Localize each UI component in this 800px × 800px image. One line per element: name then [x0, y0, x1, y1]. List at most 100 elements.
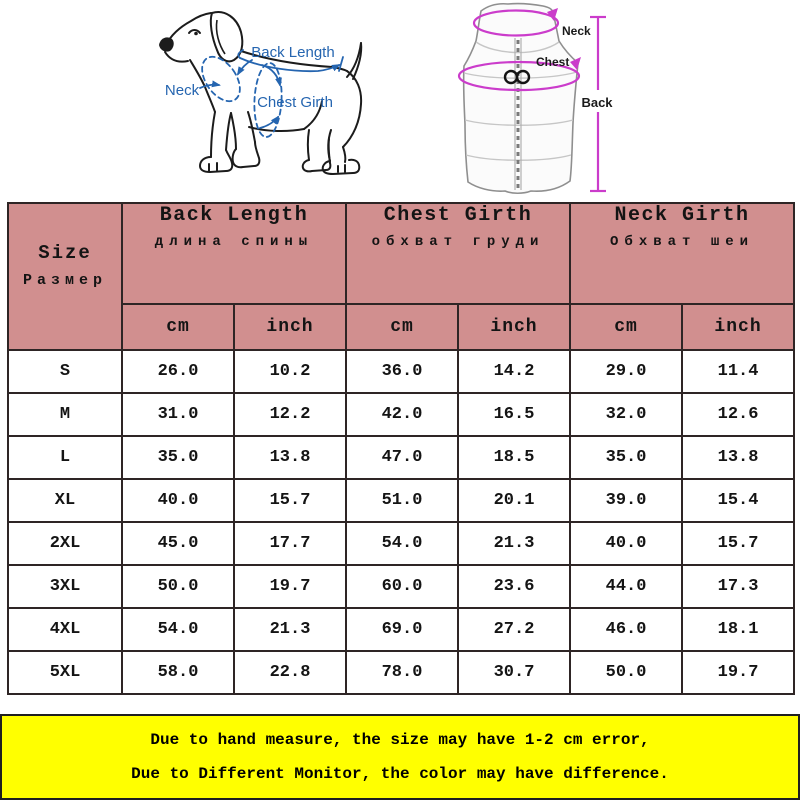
vest-chest-arrowhead [570, 57, 581, 70]
vest-neck-arrowhead [547, 8, 558, 21]
unit-header: inch [457, 303, 572, 351]
size-row-4xl: 4XL 54.0 21.3 69.0 27.2 46.0 18.1 [7, 607, 796, 652]
value-cell: 78.0 [345, 650, 460, 695]
size-cell: XL [7, 478, 123, 523]
size-cell: L [7, 435, 123, 480]
dog-nose [159, 37, 174, 52]
size-row-5xl: 5XL 58.0 22.8 78.0 30.7 50.0 19.7 [7, 650, 796, 695]
value-cell: 17.7 [232, 521, 348, 566]
dog-withers-arrow [236, 59, 253, 76]
value-cell: 58.0 [121, 650, 235, 695]
chest-girth-column-header: Chest Girth обхват груди [345, 202, 572, 305]
unit-header: cm [121, 303, 235, 351]
value-cell: 15.4 [681, 478, 796, 523]
dog-back-length-end-tick [338, 56, 344, 72]
value-cell: 54.0 [345, 521, 460, 566]
value-cell: 19.7 [232, 564, 348, 609]
vest-d-ring [503, 69, 531, 85]
size-row-2xl: 2XL 45.0 17.7 54.0 21.3 40.0 15.7 [7, 521, 796, 566]
value-cell: 30.7 [457, 650, 572, 695]
value-cell: 21.3 [232, 607, 348, 652]
value-cell: 13.8 [681, 435, 796, 480]
value-cell: 21.3 [457, 521, 572, 566]
value-cell: 19.7 [681, 650, 796, 695]
value-cell: 47.0 [345, 435, 460, 480]
size-chart-table: Size Размер Back Length длина спины Ches… [7, 202, 796, 695]
dog-annotations [199, 49, 344, 138]
value-cell: 45.0 [121, 521, 235, 566]
value-cell: 17.3 [681, 564, 796, 609]
unit-header: cm [345, 303, 460, 351]
value-cell: 50.0 [121, 564, 235, 609]
chest-girth-header-ru: обхват груди [371, 234, 545, 250]
unit-header: cm [569, 303, 684, 351]
size-row-3xl: 3XL 50.0 19.7 60.0 23.6 44.0 17.3 [7, 564, 796, 609]
size-header-en: Size [38, 242, 92, 264]
measurement-diagrams: Back Length Neck Chest Girth [159, 2, 613, 195]
back-length-header-ru: длина спины [154, 234, 314, 250]
value-cell: 18.5 [457, 435, 572, 480]
dog-neck-label: Neck [165, 82, 200, 99]
unit-header: inch [232, 303, 348, 351]
dog-back-length-arrow [239, 57, 341, 73]
value-cell: 40.0 [569, 521, 684, 566]
neck-girth-header-ru: Обхват шеи [610, 234, 755, 250]
size-header-ru: Размер [22, 272, 107, 289]
value-cell: 35.0 [121, 435, 235, 480]
size-row-xl: XL 40.0 15.7 51.0 20.1 39.0 15.4 [7, 478, 796, 523]
dog-chest-girth-label: Chest Girth [257, 94, 333, 111]
dog-back-length-label: Back Length [251, 44, 334, 61]
value-cell: 29.0 [569, 349, 684, 394]
value-cell: 14.2 [457, 349, 572, 394]
value-cell: 23.6 [457, 564, 572, 609]
value-cell: 69.0 [345, 607, 460, 652]
value-cell: 54.0 [121, 607, 235, 652]
vest-zipper [514, 38, 522, 190]
dog-back-length-arrow-start [237, 49, 244, 59]
size-cell: 3XL [7, 564, 123, 609]
dog-neck-arrow [199, 80, 221, 89]
value-cell: 51.0 [345, 478, 460, 523]
value-cell: 50.0 [569, 650, 684, 695]
header-group-row: Size Размер Back Length длина спины Ches… [7, 202, 796, 351]
value-cell: 18.1 [681, 607, 796, 652]
neck-girth-column-header: Neck Girth Обхват шеи [569, 202, 796, 305]
value-cell: 22.8 [232, 650, 348, 695]
size-cell: S [7, 349, 123, 394]
value-cell: 32.0 [569, 392, 684, 437]
value-cell: 36.0 [345, 349, 460, 394]
dog-chest-bottom-arrow [259, 115, 280, 129]
dog-chest-ellipse [253, 62, 283, 138]
dog-ear-fold [215, 19, 226, 55]
size-row-l: L 35.0 13.8 47.0 18.5 35.0 13.8 [7, 435, 796, 480]
value-cell: 60.0 [345, 564, 460, 609]
dog-ear [209, 11, 244, 63]
neck-girth-header-en: Neck Girth [614, 204, 750, 227]
value-cell: 20.1 [457, 478, 572, 523]
disclaimer-line-2: Due to Different Monitor, the color may … [131, 764, 669, 783]
vest-neck-ellipse [472, 9, 560, 37]
back-length-column-header: Back Length длина спины [120, 202, 348, 305]
value-cell: 46.0 [569, 607, 684, 652]
vest-chest-ellipse [457, 60, 581, 92]
back-length-header-en: Back Length [159, 204, 309, 227]
value-cell: 13.8 [232, 435, 348, 480]
dog-eye [194, 31, 198, 36]
size-column-header: Size Размер [7, 202, 123, 351]
value-cell: 44.0 [569, 564, 684, 609]
value-cell: 12.2 [232, 392, 348, 437]
size-row-m: M 31.0 12.2 42.0 16.5 32.0 12.6 [7, 392, 796, 437]
value-cell: 15.7 [232, 478, 348, 523]
size-cell: 5XL [7, 650, 123, 695]
vest-neck-label: Neck [562, 24, 591, 38]
value-cell: 15.7 [681, 521, 796, 566]
value-cell: 31.0 [121, 392, 235, 437]
header-units-row: cm inch cm inch cm inch [8, 303, 796, 351]
value-cell: 39.0 [569, 478, 684, 523]
size-row-s: S 26.0 10.2 36.0 14.2 29.0 11.4 [7, 349, 796, 394]
vest-annotations [457, 9, 606, 193]
size-cell: M [7, 392, 123, 437]
unit-header: inch [681, 303, 796, 351]
disclaimer-banner: Due to hand measure, the size may have 1… [0, 714, 800, 800]
